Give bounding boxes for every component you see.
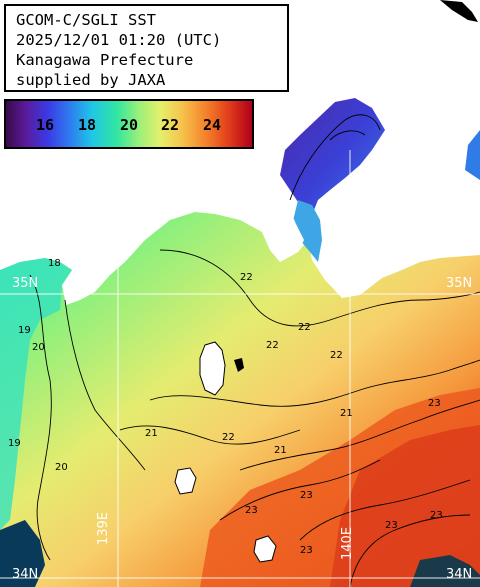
lat-label-35n-left: 35N	[12, 276, 39, 291]
boso-blue-edge	[465, 130, 480, 180]
contour-label: 23	[385, 520, 398, 531]
lat-label-34n-right: 34N	[446, 567, 473, 582]
colorbar-tick-18: 18	[78, 116, 97, 134]
contour-label: 21	[274, 445, 287, 456]
small-island-3	[234, 358, 244, 372]
contour-lines	[29, 114, 480, 587]
colorbar-tick-16: 16	[36, 116, 55, 134]
title-line-2: 2025/12/01 01:20 (UTC)	[16, 31, 222, 49]
bottom-right-coast	[410, 555, 480, 587]
title-line-1: GCOM-C/SGLI SST	[16, 11, 156, 29]
colorbar-tick-20: 20	[120, 116, 139, 134]
left-bottom-coast	[0, 520, 45, 587]
miura-peninsula	[262, 205, 304, 262]
lat-label-35n-right: 35N	[446, 276, 473, 291]
contour-label: 23	[245, 505, 258, 516]
contour-label: 22	[240, 272, 253, 283]
contour-label: 18	[48, 258, 61, 269]
graticule	[0, 150, 480, 587]
title-box: GCOM-C/SGLI SST 2025/12/01 01:20 (UTC) K…	[4, 4, 289, 92]
small-island-2	[253, 535, 277, 563]
contour-label: 22	[298, 322, 311, 333]
color-bar: 16 18 20 22 24	[4, 99, 254, 149]
contour-label: 22	[222, 432, 235, 443]
contour-label: 19	[18, 325, 31, 336]
bay-mouth	[292, 200, 322, 262]
title-line-4: supplied by JAXA	[16, 71, 166, 89]
tokyo-bay	[280, 98, 385, 225]
boso-peninsula	[345, 105, 480, 290]
lat-label-34n-left: 34N	[12, 567, 39, 582]
contour-label: 21	[145, 428, 158, 439]
title-line-3: Kanagawa Prefecture	[16, 51, 194, 69]
contour-label: 23	[300, 545, 313, 556]
contour-label: 22	[330, 350, 343, 361]
contour-label: 20	[32, 342, 45, 353]
contour-label: 23	[430, 510, 443, 521]
cool-coast	[0, 258, 72, 530]
contour-label: 23	[300, 490, 313, 501]
warm-core	[330, 425, 480, 587]
small-island-1	[174, 467, 197, 495]
contour-label: 22	[266, 340, 279, 351]
colorbar-tick-24: 24	[203, 116, 222, 134]
top-right-island	[440, 0, 478, 22]
contour-label: 20	[55, 462, 68, 473]
contour-label: 21	[340, 408, 353, 419]
contour-label: 23	[428, 398, 441, 409]
colorbar-tick-22: 22	[161, 116, 180, 134]
oshima-island	[199, 341, 226, 396]
contour-label: 19	[8, 438, 21, 449]
